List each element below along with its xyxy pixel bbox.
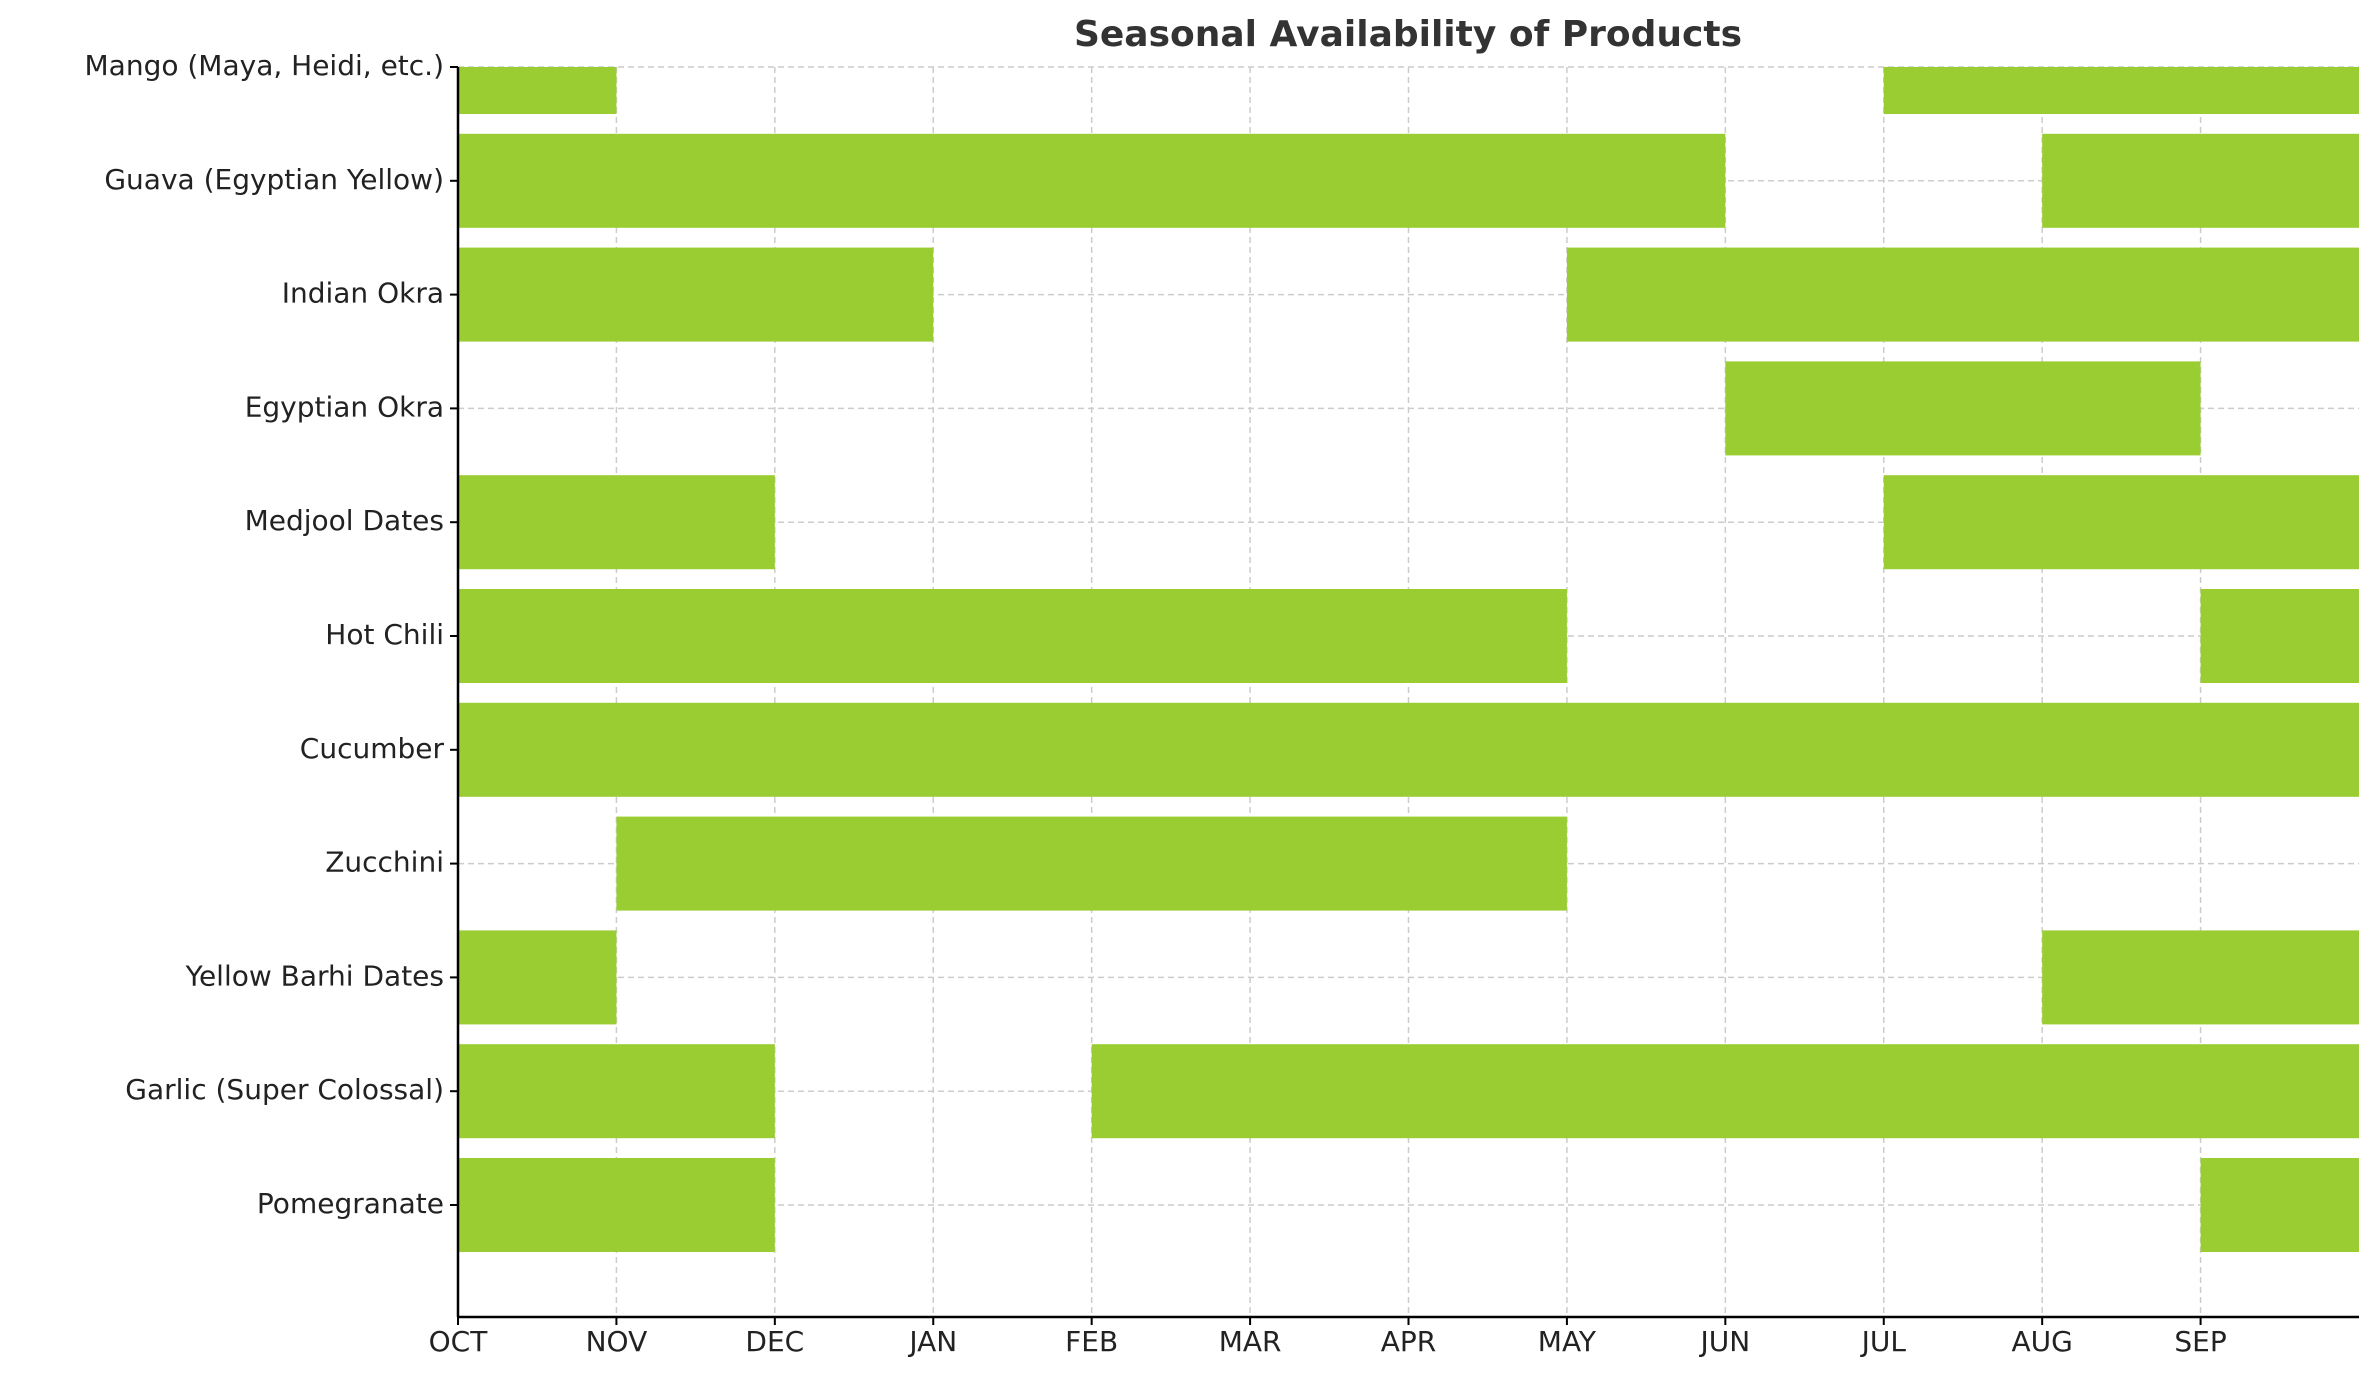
bar [1883, 67, 2359, 114]
x-tick-label: MAR [1219, 1325, 1282, 1358]
bars [458, 67, 2359, 1252]
y-tick-label: Guava (Egyptian Yellow) [104, 163, 444, 196]
bar [458, 133, 1726, 228]
bar [1725, 361, 2201, 456]
bar [458, 475, 775, 570]
bar [1091, 1044, 2359, 1139]
bar [2042, 930, 2359, 1025]
bar [458, 589, 1567, 683]
y-tick-label: Egyptian Okra [245, 390, 444, 423]
bar [458, 1158, 775, 1252]
x-tick-label: APR [1381, 1325, 1437, 1358]
y-tick-label: Indian Okra [282, 277, 444, 310]
x-tick-label: OCT [429, 1325, 489, 1358]
x-tick-label: SEP [2174, 1325, 2226, 1358]
y-tick-label: Mango (Maya, Heidi, etc.) [85, 49, 444, 82]
chart-title: Seasonal Availability of Products [1074, 14, 1742, 55]
bar [458, 1044, 775, 1139]
x-tick-label: NOV [586, 1325, 648, 1358]
x-tick-label: AUG [2011, 1325, 2072, 1358]
y-tick-label: Hot Chili [325, 618, 444, 651]
x-tick-label: DEC [745, 1325, 804, 1358]
x-tick-label: JUN [1698, 1325, 1750, 1358]
y-tick-label: Yellow Barhi Dates [185, 959, 444, 992]
y-tick-label: Pomegranate [257, 1187, 444, 1220]
y-tick-label: Cucumber [300, 732, 445, 765]
bar [2200, 589, 2359, 683]
y-tick-label: Zucchini [325, 846, 444, 879]
x-tick-label: MAY [1538, 1325, 1597, 1358]
bar [616, 816, 1567, 911]
bar [458, 67, 617, 114]
bar [2042, 133, 2359, 228]
y-tick-label: Garlic (Super Colossal) [125, 1073, 444, 1106]
y-tick-label: Medjool Dates [245, 504, 444, 537]
x-tick-label: JUL [1860, 1325, 1907, 1358]
bar [458, 247, 934, 342]
bar [458, 702, 2359, 797]
bar [2200, 1158, 2359, 1252]
x-tick-label: JAN [907, 1325, 957, 1358]
bar [1566, 247, 2359, 342]
bar [1883, 475, 2359, 570]
x-tick-label: FEB [1065, 1325, 1118, 1358]
bar [458, 930, 617, 1025]
